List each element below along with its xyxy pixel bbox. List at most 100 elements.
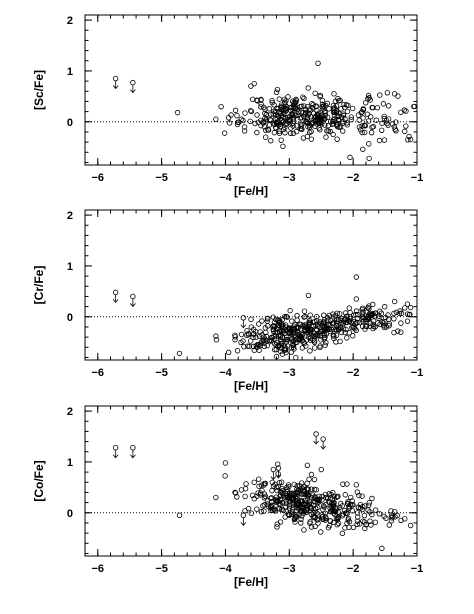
data-point <box>322 334 328 341</box>
data-point <box>255 476 262 482</box>
data-point <box>274 86 281 93</box>
upper-limit-marker <box>240 512 247 526</box>
y-axis-label: [Co/Fe] <box>32 460 46 501</box>
data-point <box>310 102 316 108</box>
x-tick-label: −2 <box>347 563 360 575</box>
data-point <box>315 499 321 506</box>
data-point <box>258 104 264 110</box>
data-point <box>255 321 262 327</box>
y-tick-label: 1 <box>67 66 73 78</box>
data-point <box>213 116 219 122</box>
data-point <box>323 339 329 346</box>
data-point <box>256 341 262 348</box>
data-point <box>297 115 304 121</box>
y-axis-label: [Cr/Fe] <box>32 266 46 305</box>
data-point <box>372 507 379 513</box>
data-point <box>398 517 404 524</box>
data-point <box>254 97 260 103</box>
data-point <box>300 94 306 100</box>
data-point <box>311 486 318 493</box>
data-point <box>296 483 303 489</box>
data-point <box>270 314 276 320</box>
data-point <box>323 325 330 331</box>
data-point <box>213 336 220 343</box>
data-point <box>338 106 344 112</box>
data-point <box>331 91 337 97</box>
data-point <box>348 114 355 120</box>
data-point <box>333 103 340 109</box>
data-point <box>359 493 365 499</box>
data-point <box>288 345 295 351</box>
data-point <box>281 96 288 103</box>
x-axis-label: [Fe/H] <box>234 184 268 198</box>
data-point <box>320 503 327 509</box>
data-point <box>266 106 272 112</box>
data-point <box>276 130 283 136</box>
upper-limit-point <box>112 75 119 82</box>
data-point <box>335 514 342 520</box>
data-point <box>241 343 247 350</box>
data-point <box>265 503 272 510</box>
data-point <box>291 337 297 344</box>
data-point <box>288 349 295 355</box>
data-point <box>289 98 296 104</box>
data-point <box>307 519 313 525</box>
data-point <box>341 104 348 111</box>
panel-co-fe: −6 −5 −4 −3 −2 −1 0 1 2 [Fe/H] [Co/Fe] <box>32 405 423 589</box>
data-point <box>247 107 254 114</box>
data-point <box>257 490 264 496</box>
data-point <box>322 342 328 348</box>
data-point <box>366 141 372 147</box>
data-point <box>303 507 310 514</box>
data-point <box>349 105 356 112</box>
data-point <box>265 127 271 133</box>
data-point <box>326 312 332 319</box>
data-point <box>395 93 401 99</box>
data-point <box>365 92 372 99</box>
data-point <box>273 353 280 360</box>
data-point <box>252 120 258 127</box>
tick-labels: −6 −5 −4 −3 −2 −1 0 1 2 <box>67 15 423 184</box>
data-point <box>381 137 388 143</box>
data-point <box>382 304 388 310</box>
data-point <box>391 316 397 322</box>
data-point <box>353 274 360 280</box>
data-point <box>241 124 248 130</box>
data-point <box>339 120 346 126</box>
data-point <box>252 328 259 335</box>
data-point <box>359 129 365 136</box>
x-tick-label: −1 <box>411 172 424 184</box>
data-point <box>332 313 339 319</box>
data-point <box>331 493 337 500</box>
data-point <box>249 492 256 498</box>
data-point <box>305 493 311 499</box>
upper-limit-marker <box>112 289 119 303</box>
upper-limit-arrow-head <box>130 89 136 94</box>
data-point <box>271 129 278 136</box>
data-point <box>349 324 355 331</box>
data-point <box>328 491 334 498</box>
data-point <box>341 101 347 108</box>
data-point <box>306 476 312 483</box>
data-point <box>259 318 265 324</box>
data-point <box>263 127 269 133</box>
data-point <box>278 489 285 496</box>
upper-limit-arrow-head <box>112 85 119 90</box>
data-point <box>381 115 387 122</box>
data-point <box>340 481 346 487</box>
data-point <box>391 508 398 515</box>
data-point <box>218 103 224 110</box>
data-point <box>326 106 332 112</box>
data-point <box>398 320 404 326</box>
data-point <box>290 102 297 108</box>
data-point <box>334 493 341 500</box>
data-point <box>305 85 311 91</box>
data-point <box>176 512 183 519</box>
data-point <box>247 338 254 344</box>
data-point <box>280 322 286 328</box>
data-point <box>298 508 304 514</box>
data-point <box>328 495 334 501</box>
data-point <box>301 308 308 314</box>
data-point <box>316 125 322 131</box>
data-point <box>242 110 248 116</box>
